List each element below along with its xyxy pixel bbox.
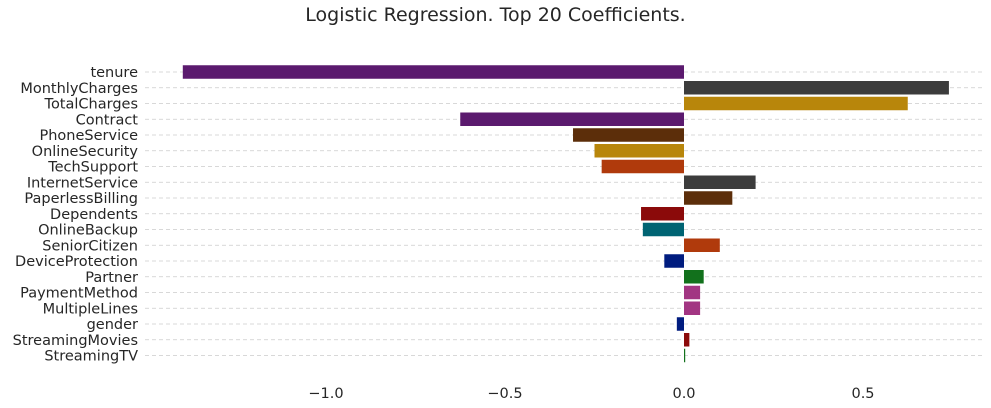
chart-title: Logistic Regression. Top 20 Coefficients… bbox=[305, 4, 686, 26]
y-tick-labels: tenureMonthlyChargesTotalChargesContract… bbox=[13, 65, 139, 365]
y-tick-label: StreamingMovies bbox=[13, 333, 138, 349]
x-tick-label: −0.5 bbox=[487, 386, 522, 402]
bar-MonthlyCharges bbox=[684, 81, 949, 95]
x-tick-label: 0.0 bbox=[672, 386, 695, 402]
bar-Dependents bbox=[641, 207, 684, 221]
bar-Partner bbox=[684, 270, 704, 284]
x-tick-labels: −1.0 −0.5 0.0 0.5 bbox=[308, 386, 874, 402]
y-tick-label: PaperlessBilling bbox=[24, 191, 138, 207]
y-tick-label: OnlineSecurity bbox=[32, 144, 139, 160]
y-tick-label: gender bbox=[87, 317, 138, 333]
bar-tenure bbox=[182, 65, 685, 79]
bar-gender bbox=[676, 317, 684, 331]
y-tick-label: MonthlyCharges bbox=[20, 81, 138, 97]
bar-DeviceProtection bbox=[664, 254, 684, 268]
y-tick-label: StreamingTV bbox=[44, 349, 138, 365]
y-tick-label: MultipleLines bbox=[43, 301, 138, 317]
bar-StreamingMovies bbox=[684, 333, 690, 347]
bar-PaperlessBilling bbox=[684, 191, 733, 205]
y-tick-label: Partner bbox=[85, 270, 138, 286]
bar-PhoneService bbox=[573, 128, 684, 142]
bar-StreamingTV bbox=[684, 348, 686, 363]
y-tick-label: Contract bbox=[76, 112, 139, 128]
y-tick-label: Dependents bbox=[50, 207, 138, 223]
y-tick-label: PaymentMethod bbox=[20, 286, 138, 302]
bars bbox=[182, 65, 949, 363]
y-tick-label: SeniorCitizen bbox=[42, 238, 138, 254]
y-tick-label: OnlineBackup bbox=[38, 223, 138, 239]
y-tick-label: TotalCharges bbox=[44, 97, 138, 113]
y-tick-label: PhoneService bbox=[39, 128, 138, 144]
bar-InternetService bbox=[684, 175, 756, 189]
bar-MultipleLines bbox=[684, 301, 701, 315]
bar-OnlineBackup bbox=[642, 222, 684, 237]
y-tick-label: TechSupport bbox=[47, 160, 138, 176]
bar-TechSupport bbox=[601, 159, 684, 174]
bar-Contract bbox=[460, 112, 684, 126]
x-tick-label: −1.0 bbox=[308, 386, 343, 402]
y-tick-label: tenure bbox=[90, 65, 138, 81]
bar-PaymentMethod bbox=[684, 285, 701, 300]
bar-SeniorCitizen bbox=[684, 238, 720, 252]
bar-OnlineSecurity bbox=[594, 144, 684, 158]
bar-TotalCharges bbox=[684, 96, 908, 111]
y-tick-label: DeviceProtection bbox=[15, 254, 138, 270]
x-tick-label: 0.5 bbox=[851, 386, 874, 402]
y-tick-label: InternetService bbox=[27, 175, 138, 191]
